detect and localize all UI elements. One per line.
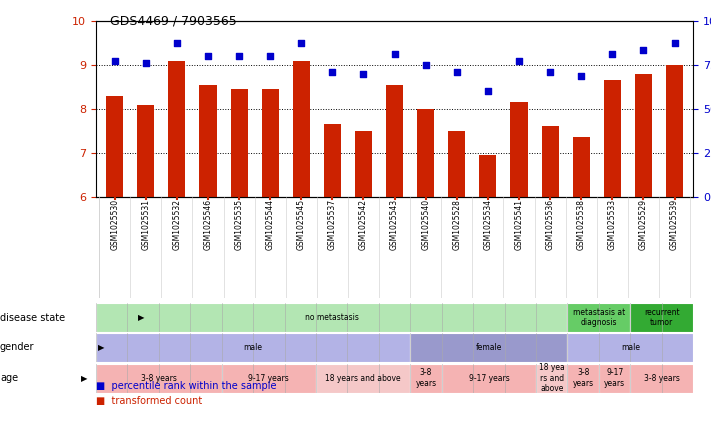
Bar xyxy=(96,333,410,362)
Bar xyxy=(631,364,693,393)
Text: ▶: ▶ xyxy=(81,374,87,383)
Bar xyxy=(386,85,403,197)
Bar xyxy=(417,109,434,197)
Text: GSM1025538: GSM1025538 xyxy=(577,199,586,250)
Text: age: age xyxy=(0,373,18,383)
Point xyxy=(140,60,151,66)
Bar xyxy=(137,104,154,197)
Bar xyxy=(222,364,316,393)
Text: GSM1025542: GSM1025542 xyxy=(359,199,368,250)
Text: 9-17 years: 9-17 years xyxy=(249,374,289,383)
Point xyxy=(545,68,556,75)
Bar xyxy=(355,131,372,197)
Point xyxy=(451,68,462,75)
Text: GSM1025539: GSM1025539 xyxy=(670,199,679,250)
Text: GSM1025543: GSM1025543 xyxy=(390,199,399,250)
Bar xyxy=(536,364,567,393)
Point xyxy=(358,71,369,77)
Text: GSM1025533: GSM1025533 xyxy=(608,199,617,250)
Text: GSM1025540: GSM1025540 xyxy=(421,199,430,250)
Bar xyxy=(631,303,693,332)
Bar xyxy=(96,303,567,332)
Point xyxy=(202,53,213,60)
Bar xyxy=(230,89,247,197)
Text: GSM1025535: GSM1025535 xyxy=(235,199,244,250)
Point xyxy=(513,57,525,64)
Bar xyxy=(567,364,599,393)
Point xyxy=(606,51,618,58)
Bar xyxy=(324,124,341,197)
Bar xyxy=(410,364,442,393)
Text: GSM1025534: GSM1025534 xyxy=(483,199,493,250)
Point xyxy=(296,40,307,47)
Bar xyxy=(106,96,123,197)
Text: ▶: ▶ xyxy=(98,343,105,352)
Text: ■  transformed count: ■ transformed count xyxy=(96,396,202,406)
Text: ■  percentile rank within the sample: ■ percentile rank within the sample xyxy=(96,381,277,391)
Bar xyxy=(479,155,496,197)
Bar xyxy=(567,303,631,332)
Bar xyxy=(599,364,631,393)
Text: GSM1025529: GSM1025529 xyxy=(639,199,648,250)
Text: GSM1025545: GSM1025545 xyxy=(296,199,306,250)
Bar xyxy=(316,364,410,393)
Text: GSM1025536: GSM1025536 xyxy=(545,199,555,250)
Bar xyxy=(567,333,693,362)
Point xyxy=(233,53,245,60)
Point xyxy=(482,88,493,95)
Bar xyxy=(666,65,683,197)
Text: male: male xyxy=(244,343,262,352)
Text: 9-17
years: 9-17 years xyxy=(604,368,625,388)
Bar xyxy=(410,333,567,362)
Bar xyxy=(635,74,652,197)
Bar xyxy=(604,80,621,197)
Point xyxy=(575,73,587,80)
Text: 3-8
years: 3-8 years xyxy=(572,368,594,388)
Text: GSM1025528: GSM1025528 xyxy=(452,199,461,250)
Text: 18 yea
rs and
above: 18 yea rs and above xyxy=(539,363,565,393)
Point xyxy=(638,46,649,53)
Bar xyxy=(542,126,559,197)
Text: disease state: disease state xyxy=(0,313,65,323)
Point xyxy=(669,40,680,47)
Bar xyxy=(169,60,186,197)
Text: GSM1025531: GSM1025531 xyxy=(141,199,150,250)
Text: 3-8
years: 3-8 years xyxy=(415,368,437,388)
Text: GSM1025544: GSM1025544 xyxy=(266,199,274,250)
Text: female: female xyxy=(476,343,502,352)
Text: GSM1025537: GSM1025537 xyxy=(328,199,337,250)
Point xyxy=(389,51,400,58)
Text: GSM1025546: GSM1025546 xyxy=(203,199,213,250)
Text: male: male xyxy=(621,343,640,352)
Bar xyxy=(293,60,310,197)
Text: metastasis at
diagnosis: metastasis at diagnosis xyxy=(573,308,625,327)
Bar xyxy=(199,85,217,197)
Bar xyxy=(96,364,222,393)
Text: 18 years and above: 18 years and above xyxy=(326,374,401,383)
Point xyxy=(326,68,338,75)
Bar xyxy=(510,102,528,197)
Bar xyxy=(442,364,536,393)
Text: ▶: ▶ xyxy=(138,313,144,322)
Text: GDS4469 / 7903565: GDS4469 / 7903565 xyxy=(110,15,237,28)
Text: 3-8 years: 3-8 years xyxy=(141,374,177,383)
Text: 9-17 years: 9-17 years xyxy=(469,374,509,383)
Point xyxy=(109,57,120,64)
Text: gender: gender xyxy=(0,342,35,352)
Text: GSM1025532: GSM1025532 xyxy=(172,199,181,250)
Point xyxy=(171,40,183,47)
Text: 3-8 years: 3-8 years xyxy=(644,374,680,383)
Text: no metastasis: no metastasis xyxy=(305,313,358,322)
Bar xyxy=(572,137,590,197)
Text: GSM1025541: GSM1025541 xyxy=(515,199,523,250)
Text: GSM1025530: GSM1025530 xyxy=(110,199,119,250)
Bar xyxy=(262,89,279,197)
Point xyxy=(264,53,276,60)
Point xyxy=(420,62,432,69)
Text: recurrent
tumor: recurrent tumor xyxy=(644,308,680,327)
Bar xyxy=(448,131,466,197)
